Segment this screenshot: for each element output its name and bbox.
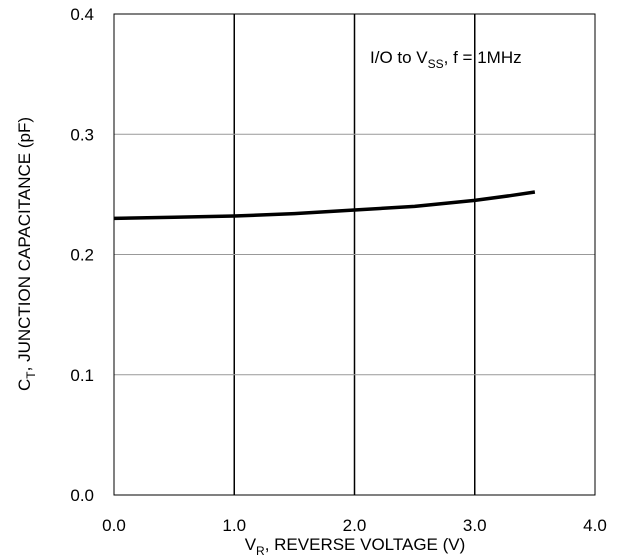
series-line [113, 190, 536, 221]
y-tick-label: 0.3 [70, 125, 94, 144]
plot-frame [113, 13, 596, 496]
y-tick-label: 0.2 [70, 246, 94, 265]
x-tick-label: 2.0 [343, 516, 367, 535]
y-tick-label: 0.1 [70, 366, 94, 385]
x-tick-label: 3.0 [463, 516, 487, 535]
x-tick-label: 4.0 [583, 516, 607, 535]
y-axis-title: CT, JUNCTION CAPACITANCE (pF) [15, 117, 38, 391]
y-tick-label: 0.4 [70, 5, 94, 24]
x-tick-label: 1.0 [222, 516, 246, 535]
x-tick-label: 0.0 [102, 516, 126, 535]
series-lines [113, 190, 536, 221]
y-tick-label: 0.0 [70, 486, 94, 505]
annotation-label: I/O to VSS, f = 1MHz [370, 48, 522, 71]
x-axis-title: VR, REVERSE VOLTAGE (V) [245, 535, 466, 556]
y-tick-labels: 0.0 0.1 0.2 0.3 0.4 [70, 5, 94, 505]
x-tick-labels: 0.0 1.0 2.0 3.0 4.0 [102, 516, 607, 535]
gridlines [114, 14, 595, 495]
